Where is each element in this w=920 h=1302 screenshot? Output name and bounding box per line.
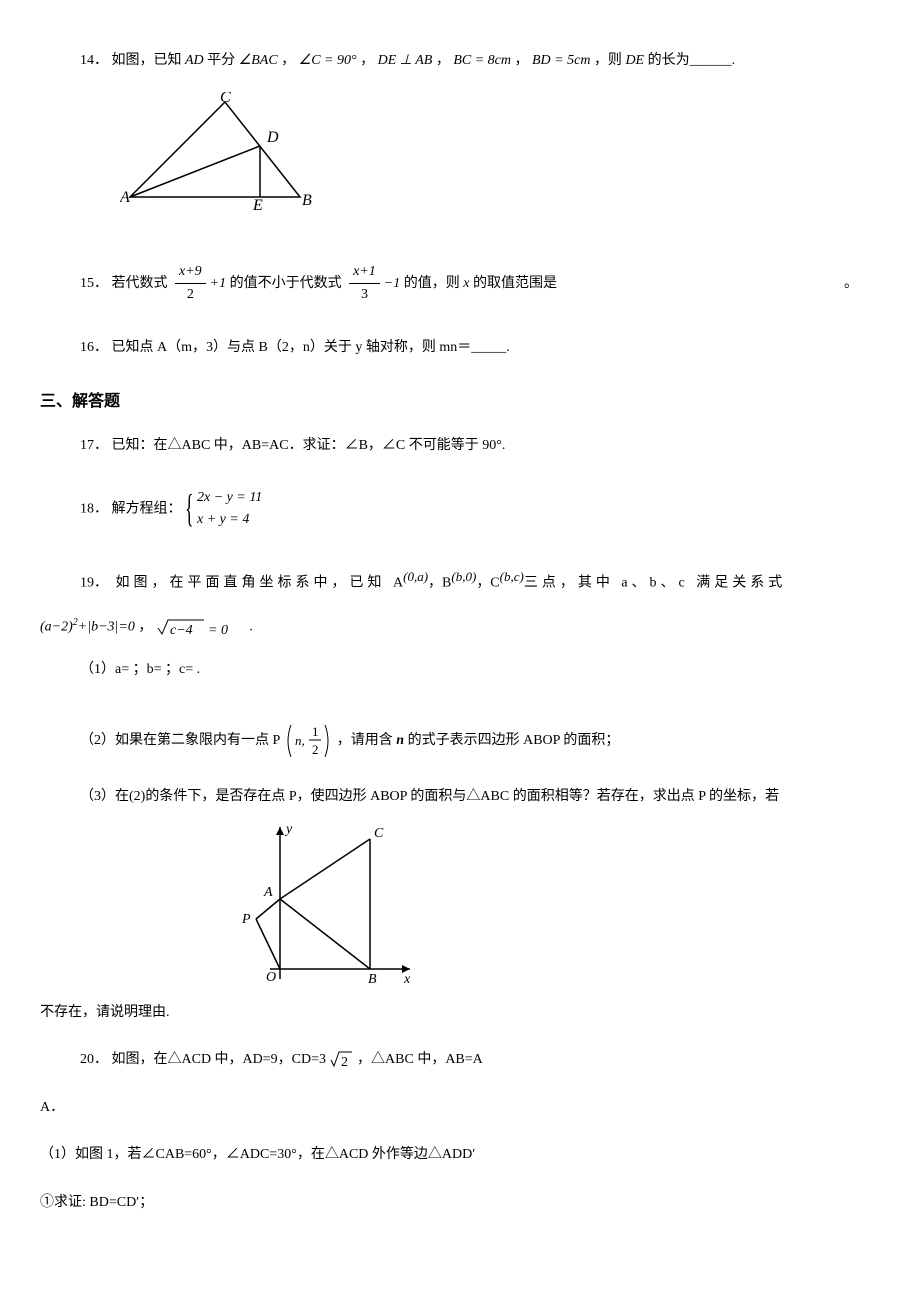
q14-bc: BC = 8cm xyxy=(453,53,511,68)
question-18: 18． 解方程组： 2x − y = 11 x + y = 4 xyxy=(80,487,880,532)
q14-c4: ， xyxy=(515,53,529,68)
q19-sqrt-expr: c−4 = 0 xyxy=(156,616,246,638)
q18-eq1: 2x − y = 11 xyxy=(197,487,262,509)
q14-triangle-figure: A B C D E xyxy=(120,92,320,212)
svg-text:P: P xyxy=(241,912,251,927)
q19-sub2-c: 的式子表示四边形 ABOP 的面积； xyxy=(408,733,620,748)
q14-c3: ， xyxy=(436,53,450,68)
q19-expr-b: +|b−3|=0 xyxy=(78,619,135,634)
q19-expr-dot: . xyxy=(249,619,253,634)
question-14: 14． 如图，已知 AD 平分 ∠BAC ， ∠C = 90° ， DE ⊥ A… xyxy=(80,50,880,241)
q18-text: 解方程组： xyxy=(112,502,182,517)
question-17: 17． 已知：在△ABC 中，AB=AC．求证：∠B，∠C 不可能等于 90°. xyxy=(80,435,880,457)
q15-after: 的值，则 xyxy=(404,276,460,291)
q15-frac1: x+9 2 xyxy=(175,261,206,307)
q19-sub2-n: n xyxy=(396,733,404,748)
q15-before: 若代数式 xyxy=(112,276,168,291)
q15-plus1: +1 xyxy=(210,276,226,291)
q14-de: DE xyxy=(625,53,644,68)
q14-bd: BD = 5cm xyxy=(532,53,590,68)
svg-text:A: A xyxy=(120,189,130,206)
svg-text:C: C xyxy=(374,826,384,841)
q14-ad: AD xyxy=(185,53,204,68)
q18-system: 2x − y = 11 x + y = 4 xyxy=(185,487,262,532)
q19-sub1: （1）a= ；b= ；c= . xyxy=(80,659,880,681)
q20-sub1-1: ①求证: BD=CD′； xyxy=(40,1192,880,1214)
q19-paren-svg: n, 1 2 xyxy=(283,721,333,761)
svg-text:B: B xyxy=(302,192,312,209)
question-16: 16． 已知点 A（m，3）与点 B（2，n）关于 y 轴对称，则 mn＝___… xyxy=(80,337,880,359)
q14-deperp: DE ⊥ AB xyxy=(378,53,433,68)
q19-text1: 如图，在平面直角坐标系中，已知 xyxy=(116,575,386,590)
q15-number: 15． xyxy=(80,276,108,291)
svg-text:c−4: c−4 xyxy=(170,623,193,638)
question-20: 20． 如图，在△ACD 中，AD=9，CD=3 2 ，△ABC 中，AB=A xyxy=(80,1049,880,1071)
q20-sqrt2: 2 xyxy=(330,1050,354,1070)
question-19: 19． 如图，在平面直角坐标系中，已知 A(0,a)，B(b,0)，C(b,c)… xyxy=(80,567,880,595)
q19-ccoord: (b,c) xyxy=(500,569,524,584)
q14-before: 如图，已知 xyxy=(112,53,182,68)
q16-text: 已知点 A（m，3）与点 B（2，n）关于 y 轴对称，则 mn＝_____. xyxy=(112,340,510,355)
q14-c1: ， xyxy=(281,53,295,68)
q18-number: 18． xyxy=(80,502,108,517)
q14-text: 14． 如图，已知 AD 平分 ∠BAC ， ∠C = 90° ， DE ⊥ A… xyxy=(80,50,880,72)
q16-number: 16． xyxy=(80,340,108,355)
svg-text:D: D xyxy=(266,129,279,146)
q18-eq2: x + y = 4 xyxy=(197,509,262,531)
q15-mid: 的值不小于代数式 xyxy=(230,276,342,291)
q20-sub1: （1）如图 1，若∠CAB=60°，∠ADC=30°，在△ACD 外作等边△AD… xyxy=(40,1144,880,1166)
svg-text:n,: n, xyxy=(295,733,305,748)
q19-apt: A xyxy=(393,575,403,590)
q19-sub2: （2）如果在第二象限内有一点 P n, 1 2 ，请用含 n 的式子表示四边形 … xyxy=(80,721,880,761)
question-15: 15． 若代数式 x+9 2 +1 的值不小于代数式 x+1 3 −1 的值，则… xyxy=(80,261,880,307)
svg-text:E: E xyxy=(252,197,263,212)
q19-sub3: （3）在(2)的条件下，是否存在点 P，使四边形 ABOP 的面积与△ABC 的… xyxy=(80,786,880,808)
q15-minus1: −1 xyxy=(384,276,400,291)
q15-x: x xyxy=(463,276,469,291)
q14-number: 14． xyxy=(80,53,108,68)
svg-text:x: x xyxy=(403,972,411,987)
svg-text:2: 2 xyxy=(312,742,319,757)
q19-number: 19． xyxy=(80,575,108,590)
q19-expr-line: (a−2)2+|b−3|=0 ， c−4 = 0 . xyxy=(40,615,880,639)
q19-cpt: ，C xyxy=(476,575,499,590)
q14-pingfen: 平分 xyxy=(207,53,235,68)
q19-expr-a: (a−2) xyxy=(40,619,73,634)
q19-sub2-b: ，请用含 xyxy=(337,733,393,748)
section-3-title: 三、解答题 xyxy=(40,389,880,415)
q19-bpt: ，B xyxy=(428,575,451,590)
q19-sub3-end: 不存在，请说明理由. xyxy=(40,1002,880,1024)
svg-text:2: 2 xyxy=(341,1055,348,1070)
svg-text:C: C xyxy=(220,92,231,106)
q17-text: 已知：在△ABC 中，AB=AC．求证：∠B，∠C 不可能等于 90°. xyxy=(112,438,506,453)
q15-frac2: x+1 3 xyxy=(349,261,380,307)
q14-anglec: ∠C = 90° xyxy=(299,53,357,68)
q19-acoord: (0,a) xyxy=(403,569,428,584)
q19-sub2-paren: n, 1 2 xyxy=(283,721,333,761)
q15-end: 的取值范围是 xyxy=(473,276,557,291)
q14-c2: ， xyxy=(360,53,374,68)
q19-graph-figure: O A B C P x y xyxy=(220,819,420,989)
q19-text2: 三点，其中 a、b、c 满足关系式 xyxy=(524,575,786,590)
q14-anglebac: ∠BAC xyxy=(239,53,278,68)
q14-after: 的长为______. xyxy=(648,53,736,68)
svg-text:A: A xyxy=(263,885,273,900)
q20-after: ，△ABC 中，AB=A xyxy=(357,1052,483,1067)
svg-text:1: 1 xyxy=(312,724,319,739)
q19-bcoord: (b,0) xyxy=(451,569,476,584)
svg-text:O: O xyxy=(266,970,276,985)
q20-line2: A． xyxy=(40,1097,880,1119)
q20-number: 20． xyxy=(80,1052,108,1067)
q19-expr-comma: ， xyxy=(138,619,152,634)
q19-sub2-a: （2）如果在第二象限内有一点 P xyxy=(80,733,280,748)
svg-text:B: B xyxy=(368,972,377,987)
q14-c5: ，则 xyxy=(594,53,622,68)
q19-main: 19． 如图，在平面直角坐标系中，已知 A(0,a)，B(b,0)，C(b,c)… xyxy=(80,567,880,595)
svg-text:y: y xyxy=(284,822,293,837)
svg-text:= 0: = 0 xyxy=(208,623,228,638)
q17-number: 17． xyxy=(80,438,108,453)
q15-period: 。 xyxy=(844,276,858,291)
q20-before: 如图，在△ACD 中，AD=9，CD=3 xyxy=(112,1052,327,1067)
